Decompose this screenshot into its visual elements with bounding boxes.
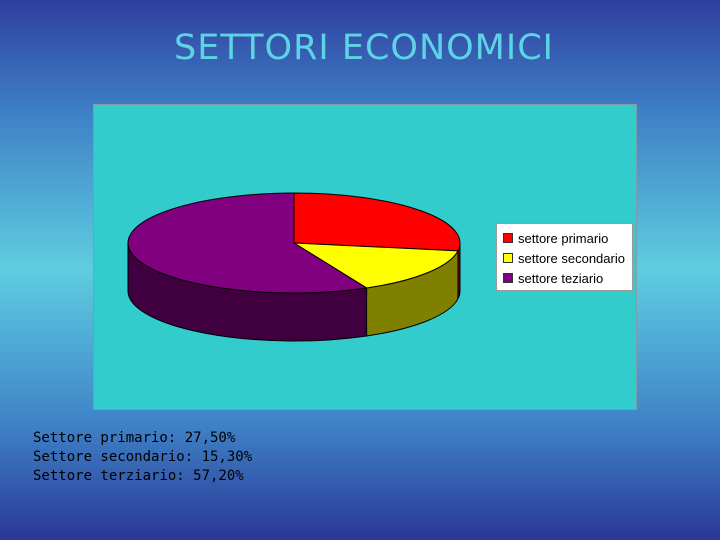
legend-label: settore teziario xyxy=(518,270,604,286)
legend-label: settore secondario xyxy=(518,250,625,266)
slide-title: SETTORI ECONOMICI xyxy=(174,28,554,68)
legend-item-primario: settore primario xyxy=(503,228,632,248)
note-secondario: Settore secondario: 15,30% xyxy=(33,449,253,465)
chart-area: settore primario settore secondario sett… xyxy=(93,104,637,410)
legend-swatch xyxy=(503,233,513,243)
pie-slice-secondario xyxy=(292,242,459,289)
note-primario: Settore primario: 27,50% xyxy=(33,430,236,446)
values-notes: Settore primario: 27,50% Settore seconda… xyxy=(33,429,252,486)
pie-chart xyxy=(127,192,461,342)
pie-slice-terziario xyxy=(127,192,368,294)
legend-swatch xyxy=(503,273,513,283)
pie-top xyxy=(127,192,461,294)
note-terziario: Settore terziario: 57,20% xyxy=(33,468,244,484)
legend-swatch xyxy=(503,253,513,263)
pie-slice-primario xyxy=(293,192,461,252)
legend-item-teziario: settore teziario xyxy=(503,268,632,288)
legend-item-secondario: settore secondario xyxy=(503,248,632,268)
legend-label: settore primario xyxy=(518,230,609,246)
chart-legend: settore primario settore secondario sett… xyxy=(496,223,633,291)
